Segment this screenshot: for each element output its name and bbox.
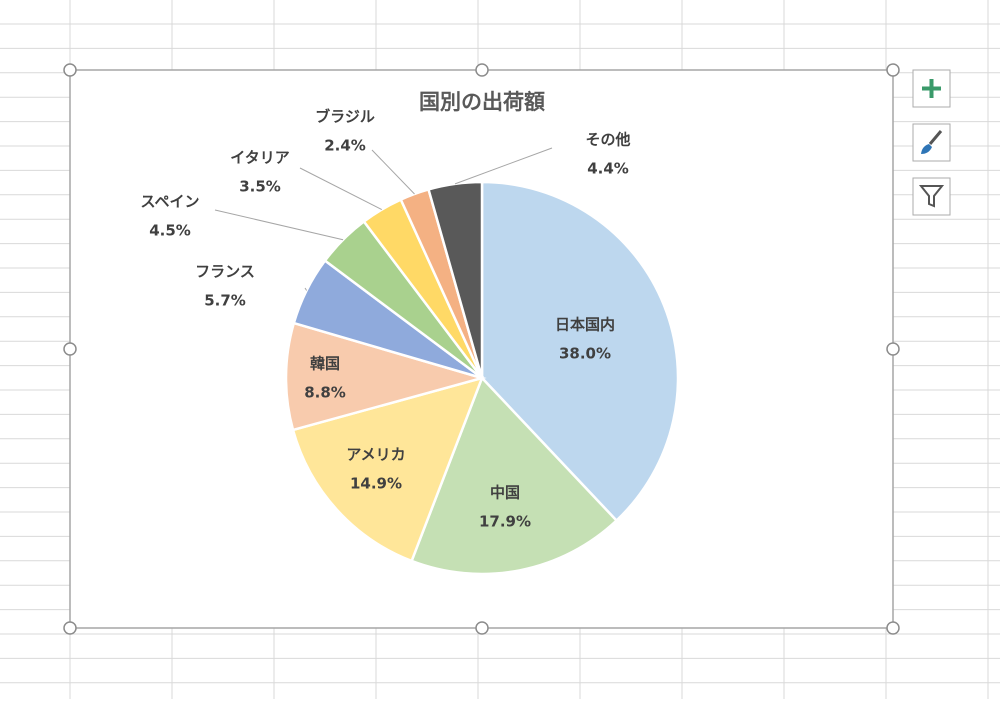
resize-handle xyxy=(886,621,900,635)
pie-slice xyxy=(291,376,485,563)
leader-line xyxy=(454,147,553,185)
chart-styles-button[interactable] xyxy=(912,123,951,162)
chart-elements-button[interactable] xyxy=(912,69,951,108)
category-label: ブラジル xyxy=(315,108,375,126)
value-label: 5.7% xyxy=(204,292,246,310)
category-label: 中国 xyxy=(490,484,520,502)
resize-handle xyxy=(63,621,77,635)
resize-handle xyxy=(475,63,489,77)
category-label: スペイン xyxy=(141,193,200,211)
pie-slice xyxy=(410,375,619,576)
value-label: 4.5% xyxy=(149,222,191,240)
category-label: アメリカ xyxy=(346,446,405,464)
category-label: 韓国 xyxy=(310,355,340,373)
value-label: 17.9% xyxy=(479,513,531,531)
resize-handle xyxy=(886,342,900,356)
chart-title: 国別の出荷額 xyxy=(419,90,545,114)
category-label: フランス xyxy=(195,263,255,281)
value-label: 38.0% xyxy=(559,345,611,363)
resize-handle xyxy=(886,63,900,77)
pie-slice xyxy=(284,321,487,432)
resize-handle xyxy=(63,342,77,356)
value-label: 4.4% xyxy=(587,160,629,178)
leader-line xyxy=(304,287,308,291)
leader-line xyxy=(214,209,344,241)
pie-slice xyxy=(480,180,680,523)
leader-line xyxy=(371,149,415,195)
resize-handle xyxy=(475,621,489,635)
chart-filters-button[interactable] xyxy=(912,177,951,216)
value-label: 14.9% xyxy=(350,475,402,493)
resize-handles xyxy=(63,63,900,635)
resize-handle xyxy=(63,63,77,77)
pie-slice xyxy=(427,180,484,379)
value-label: 8.8% xyxy=(304,384,346,402)
category-label: イタリア xyxy=(230,149,289,167)
pie: 日本国内 38.0% 中国 17.9% アメリカ 14.9% 韓国 8.8% フランス 5.7% ス… xyxy=(141,108,680,576)
value-label: 3.5% xyxy=(239,178,281,196)
category-label: その他 xyxy=(585,131,630,149)
value-label: 2.4% xyxy=(324,137,366,155)
leader-line xyxy=(299,167,383,211)
category-label: 日本国内 xyxy=(555,316,615,334)
